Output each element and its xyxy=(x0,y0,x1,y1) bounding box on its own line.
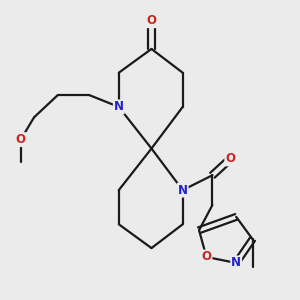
Text: N: N xyxy=(231,256,241,269)
Text: N: N xyxy=(178,184,188,196)
Text: O: O xyxy=(146,14,157,27)
Text: O: O xyxy=(16,133,26,146)
Text: O: O xyxy=(202,250,212,263)
Text: N: N xyxy=(114,100,124,113)
Text: O: O xyxy=(225,152,235,165)
